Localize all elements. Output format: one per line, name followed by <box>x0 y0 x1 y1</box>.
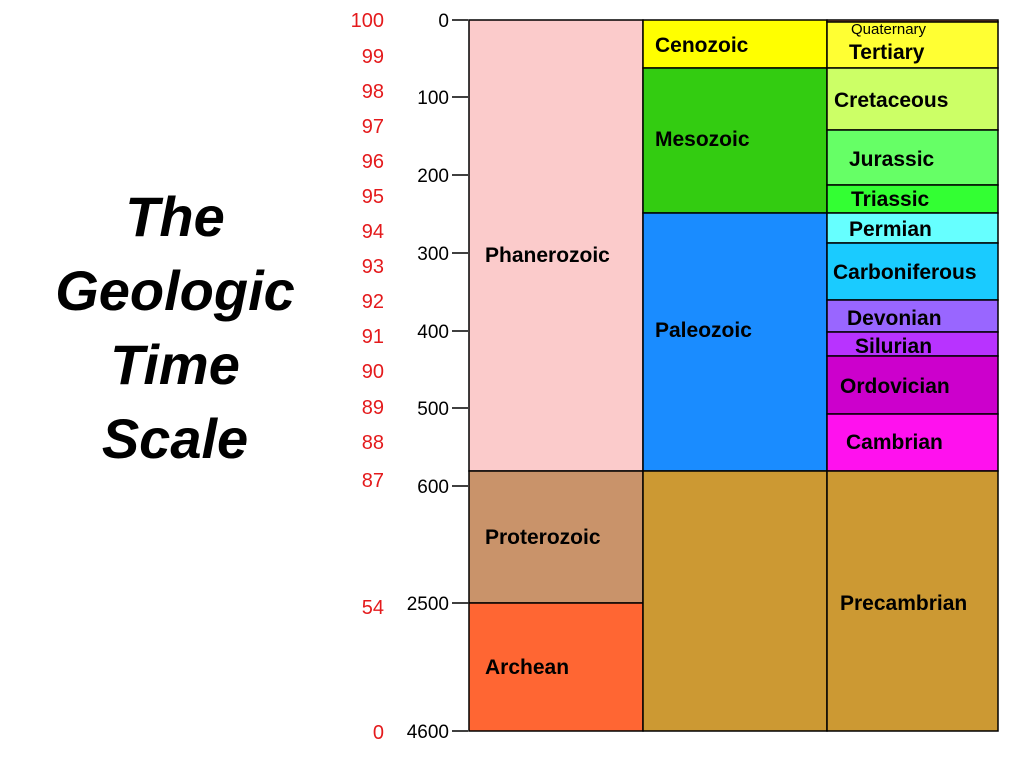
period-label: Devonian <box>847 307 942 330</box>
percent-label: 87 <box>362 470 384 492</box>
era-mesozoic <box>642 67 828 214</box>
period-triassic <box>826 184 999 214</box>
title-line: Geologic <box>55 259 295 322</box>
percent-label: 93 <box>362 256 384 278</box>
percent-label: 95 <box>362 186 384 208</box>
eon-label: Phanerozoic <box>485 244 610 267</box>
percent-label: 100 <box>351 10 384 32</box>
age-label: 100 <box>417 88 449 109</box>
period-precambrian <box>826 470 999 732</box>
page-title: The Geologic Time Scale <box>20 180 330 476</box>
percent-label: 94 <box>362 221 384 243</box>
percent-label: 99 <box>362 46 384 68</box>
era-label: Cenozoic <box>655 34 749 57</box>
percent-label: 98 <box>362 81 384 103</box>
age-label: 2500 <box>407 594 449 615</box>
eon-archean <box>468 602 644 732</box>
period-ordovician <box>826 355 999 415</box>
period-column: Quaternary Tertiary Cretaceous Jurassic … <box>826 19 999 732</box>
period-label: Jurassic <box>849 148 935 171</box>
period-label: Permian <box>849 218 932 241</box>
period-label: Carboniferous <box>833 261 977 284</box>
period-label: Silurian <box>855 335 932 358</box>
period-cretaceous <box>826 67 999 131</box>
title-line: Time <box>110 333 240 396</box>
era-column: Cenozoic Mesozoic Paleozoic <box>642 19 828 732</box>
period-jurassic <box>826 129 999 186</box>
period-label: Quaternary <box>851 21 927 38</box>
eon-label: Archean <box>485 656 569 679</box>
percent-scale: 100 99 98 97 96 95 94 93 92 91 90 89 88 … <box>351 10 384 744</box>
percent-label: 91 <box>362 326 384 348</box>
era-cenozoic <box>642 19 828 69</box>
age-label: 200 <box>417 166 449 187</box>
age-label: 0 <box>438 11 449 32</box>
age-label: 500 <box>417 399 449 420</box>
percent-label: 96 <box>362 151 384 173</box>
age-label: 600 <box>417 477 449 498</box>
period-label: Cretaceous <box>834 89 948 112</box>
age-label: 400 <box>417 322 449 343</box>
percent-label: 97 <box>362 116 384 138</box>
percent-label: 54 <box>362 597 384 619</box>
percent-label: 92 <box>362 291 384 313</box>
eon-label: Proterozoic <box>485 526 601 549</box>
era-precambrian <box>642 470 828 732</box>
age-label: 300 <box>417 244 449 265</box>
percent-label: 88 <box>362 432 384 454</box>
period-label: Triassic <box>851 188 930 211</box>
title-line: The <box>125 185 225 248</box>
eon-column: Phanerozoic Proterozoic Archean <box>468 19 644 732</box>
period-permian <box>826 212 999 244</box>
period-label: Tertiary <box>849 41 925 64</box>
period-label: Cambrian <box>846 431 943 454</box>
period-label: Precambrian <box>840 592 967 615</box>
percent-label: 89 <box>362 397 384 419</box>
period-tertiary <box>826 21 999 69</box>
period-silurian <box>826 331 999 357</box>
title-line: Scale <box>101 407 249 470</box>
percent-label: 90 <box>362 361 384 383</box>
period-label: Ordovician <box>840 375 950 398</box>
age-axis: 0 100 200 300 400 500 600 2500 4600 <box>407 11 468 743</box>
era-paleozoic <box>642 212 828 472</box>
age-label: 4600 <box>407 722 449 743</box>
era-label: Paleozoic <box>655 319 752 342</box>
percent-label: 0 <box>373 722 384 744</box>
era-label: Mesozoic <box>655 128 750 151</box>
